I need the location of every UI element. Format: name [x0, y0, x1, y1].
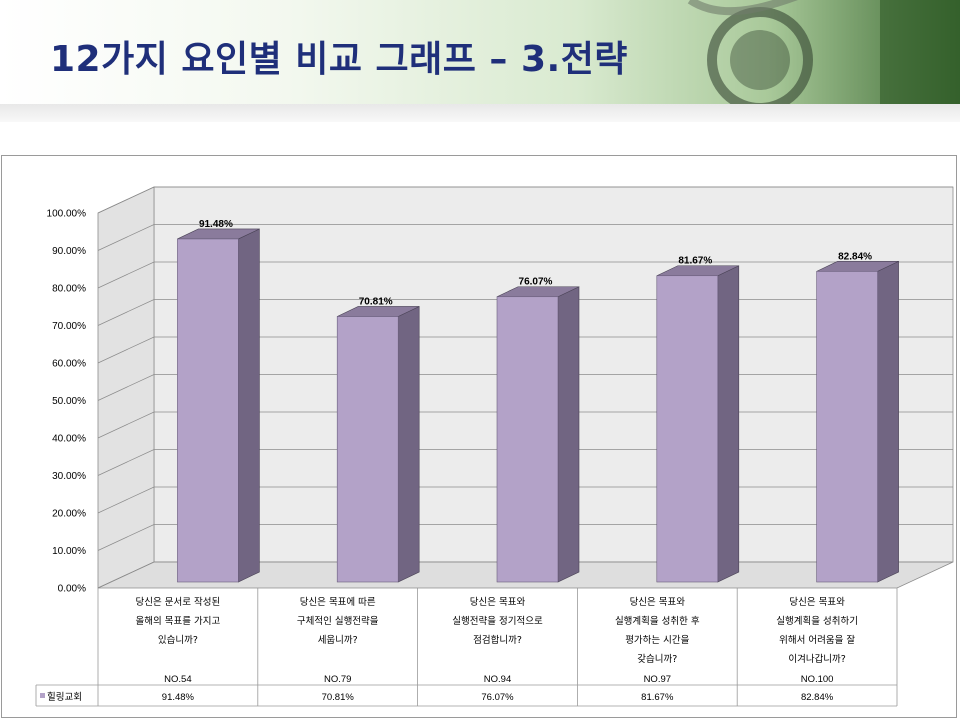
category-label: 올해의 목표를 가지고	[136, 615, 221, 627]
page-title: 12가지 요인별 비교 그래프 – 3.전략	[50, 39, 628, 80]
stethoscope-decoration	[687, 0, 960, 104]
category-number: NO.54	[164, 674, 191, 685]
bar-side	[557, 286, 580, 583]
category-label: 실행전략을 정기적으로	[452, 615, 543, 627]
bar-side	[397, 305, 420, 583]
y-tick-label: 0.00%	[58, 584, 86, 595]
bar-side	[238, 228, 260, 583]
category-number: NO.100	[801, 674, 834, 685]
gridline	[97, 224, 953, 251]
y-tick-label: 70.00%	[52, 321, 86, 332]
category-label: 이겨나갑니까?	[788, 653, 845, 665]
table-value: 70.81%	[322, 692, 355, 703]
bar	[177, 238, 239, 583]
gridline	[97, 186, 953, 214]
y-tick-label: 50.00%	[52, 396, 86, 407]
table-value: 81.67%	[641, 692, 674, 703]
data-label: 91.48%	[199, 219, 233, 230]
y-axis-ticks: 0.00% 10.00% 20.00% 30.00% 40.00% 50.00% 60.00…	[47, 209, 87, 595]
bar-side	[717, 265, 740, 583]
category-label: 갖습니까?	[637, 653, 677, 665]
data-label: 82.84%	[838, 251, 872, 262]
y-tick-label: 40.00%	[52, 434, 86, 445]
category-label: 당신은 문서로 작성된	[136, 596, 221, 608]
y-tick-label: 100.00%	[47, 209, 87, 220]
legend-label: 힐링교회	[47, 691, 82, 703]
category-label: 당신은 목표와	[630, 596, 686, 608]
category-label: 실행계획을 성취한 후	[615, 615, 700, 627]
table-value: 82.84%	[801, 692, 834, 703]
category-label: 있습니까?	[158, 634, 198, 646]
category-number: NO.97	[644, 674, 671, 685]
y-tick-label: 90.00%	[52, 246, 86, 257]
y-tick-label: 60.00%	[52, 359, 86, 370]
category-label: 당신은 목표와	[470, 596, 526, 608]
data-label: 76.07%	[519, 277, 553, 288]
y-tick-label: 10.00%	[52, 546, 86, 557]
category-label: 세웁니까?	[318, 635, 358, 646]
table-value: 76.07%	[481, 692, 514, 703]
data-label: 70.81%	[359, 296, 393, 307]
category-label: 당신은 목표와	[789, 596, 845, 608]
bar	[816, 271, 878, 583]
y-tick-label: 20.00%	[52, 509, 86, 520]
legend-swatch	[40, 693, 45, 698]
gridline	[97, 261, 953, 289]
category-number: NO.79	[324, 674, 351, 685]
category-label: 점검합니까?	[473, 634, 522, 646]
bar	[656, 275, 719, 583]
category-label: 평가하는 시간을	[625, 634, 689, 646]
header-divider	[0, 104, 960, 122]
bar	[496, 296, 559, 583]
category-label: 구체적인 실행전략을	[297, 615, 379, 627]
bar	[336, 316, 399, 583]
category-label: 실행계획을 성취하기	[776, 615, 858, 627]
data-labels: 91.48% 70.81% 76.07% 81.67% 82.84%	[199, 219, 872, 308]
table-value: 91.48%	[162, 692, 195, 703]
chart-container: 0.00% 10.00% 20.00% 30.00% 40.00% 50.00% 60.00…	[1, 155, 957, 718]
bar-chart: 0.00% 10.00% 20.00% 30.00% 40.00% 50.00% 60.00…	[35, 186, 954, 707]
header-banner	[0, 0, 960, 104]
category-label: 위해서 어려움을 잘	[779, 634, 855, 646]
category-number: NO.94	[484, 674, 511, 685]
bar-side	[877, 260, 899, 583]
category-label: 당신은 목표에 따른	[300, 597, 376, 608]
data-label: 81.67%	[678, 256, 712, 267]
y-tick-label: 30.00%	[52, 471, 86, 482]
bars	[177, 228, 899, 583]
y-tick-label: 80.00%	[52, 284, 86, 295]
